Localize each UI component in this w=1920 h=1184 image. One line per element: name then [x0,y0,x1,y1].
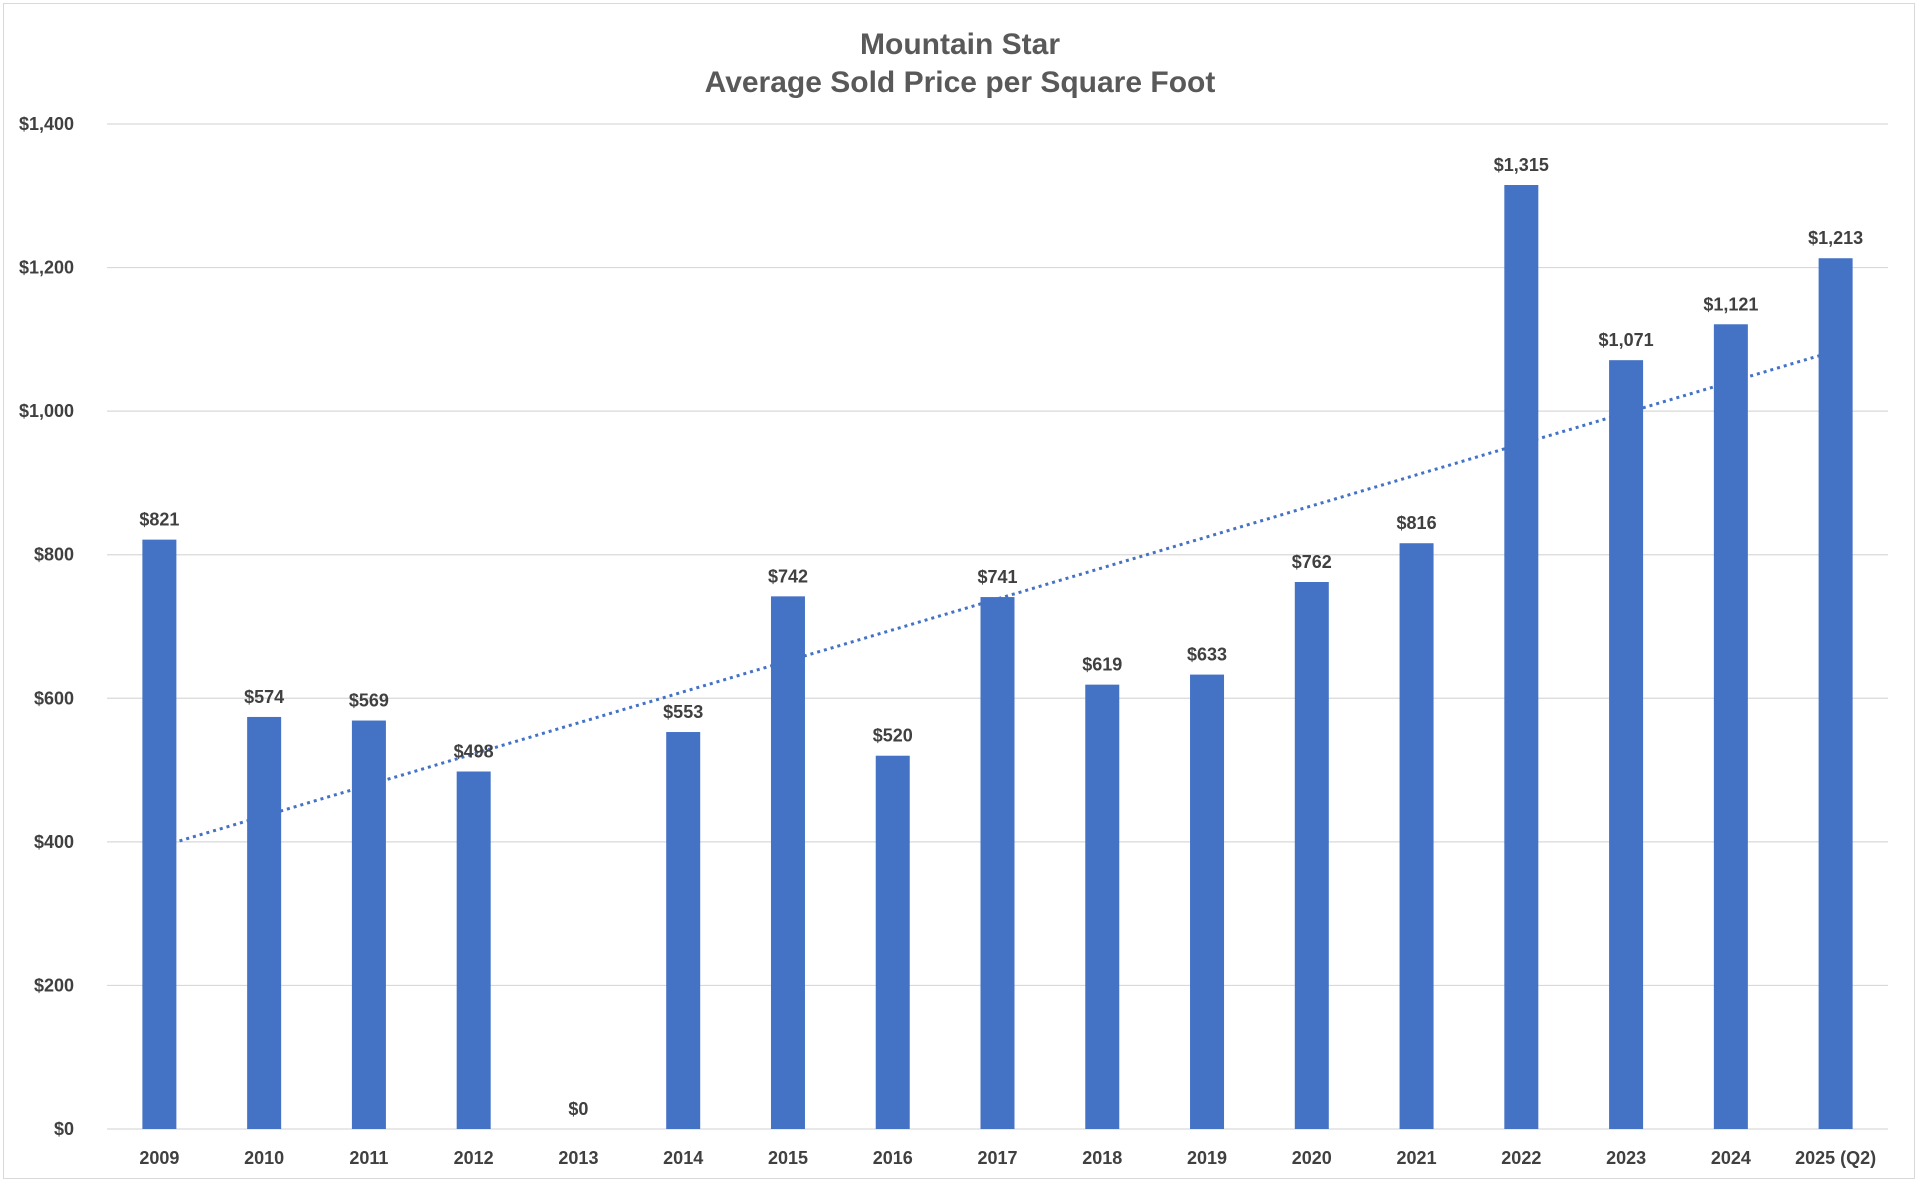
data-label: $569 [349,691,389,711]
bars [142,185,1853,1130]
bar-2020 [1294,581,1329,1129]
x-tick-label: 2018 [1082,1148,1122,1168]
trendline [158,349,1837,849]
y-tick-label: $1,000 [19,401,74,421]
bar-2017 [980,597,1015,1129]
y-tick-label: $1,400 [19,114,74,134]
x-tick-label: 2015 [768,1148,808,1168]
data-label: $553 [663,702,703,722]
data-labels: $821 $574 $569 $498 $0 $553 $742 $520 $741 $619 $6… [139,155,1863,1119]
bar-2016 [875,755,910,1129]
x-tick-label: 2024 [1711,1148,1751,1168]
x-axis-ticks: 2009 2010 2011 2012 2013 2014 2015 2016 2017 2018… [139,1148,1876,1168]
bar-2018 [1085,684,1120,1129]
y-tick-label: $0 [54,1119,74,1139]
x-tick-label: 2012 [454,1148,494,1168]
bar-2022 [1504,185,1539,1130]
x-tick-label: 2019 [1187,1148,1227,1168]
bar-2012 [456,771,491,1129]
data-label: $1,071 [1599,330,1654,350]
y-tick-label: $800 [34,545,74,565]
x-tick-label: 2013 [558,1148,598,1168]
x-tick-label: 2020 [1292,1148,1332,1168]
bar-chart: Mountain Star Average Sold Price per Squ… [19,28,1888,1168]
y-tick-label: $400 [34,832,74,852]
x-tick-label: 2014 [663,1148,703,1168]
data-label: $816 [1397,513,1437,533]
bar-2021 [1399,543,1434,1129]
bar-2019 [1190,674,1225,1129]
trendline-group [158,349,1837,849]
x-tick-label: 2022 [1501,1148,1541,1168]
bar-2009 [142,539,177,1129]
y-tick-label: $600 [34,688,74,708]
bar-2010 [247,716,282,1129]
bar-2011 [351,720,386,1129]
chart-subtitle: Average Sold Price per Square Foot [705,66,1216,99]
data-label: $762 [1292,552,1332,572]
x-tick-label: 2017 [977,1148,1017,1168]
data-label: $742 [768,566,808,586]
x-tick-label: 2009 [139,1148,179,1168]
bar-2023 [1609,360,1644,1129]
data-label: $821 [139,510,179,530]
bar-2014 [666,732,701,1129]
y-tick-label: $1,200 [19,258,74,278]
data-label: $0 [568,1099,588,1119]
bar-2024 [1713,324,1748,1130]
y-tick-label: $200 [34,975,74,995]
x-tick-label: 2025 (Q2) [1795,1148,1876,1168]
data-label: $1,315 [1494,155,1549,175]
chart-title: Mountain Star [860,28,1060,61]
x-tick-label: 2021 [1397,1148,1437,1168]
data-label: $741 [977,567,1017,587]
chart-frame: Mountain Star Average Sold Price per Squ… [3,3,1915,1179]
data-label: $498 [454,742,494,762]
x-tick-label: 2016 [873,1148,913,1168]
data-label: $1,213 [1808,228,1863,248]
data-label: $574 [244,687,284,707]
x-tick-label: 2011 [349,1148,388,1168]
bar-2015 [770,596,805,1129]
x-tick-label: 2023 [1606,1148,1646,1168]
x-tick-label: 2010 [244,1148,284,1168]
data-label: $1,121 [1703,294,1758,314]
y-axis-ticks: $0 $200 $400 $600 $800 $1,000 $1,200 $1,400 [19,114,74,1139]
data-label: $520 [873,726,913,746]
data-label: $633 [1187,645,1227,665]
data-label: $619 [1082,655,1122,675]
bar-2025-q2 [1818,258,1853,1130]
